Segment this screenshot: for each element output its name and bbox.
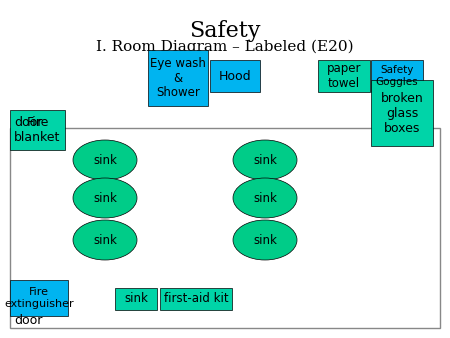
FancyBboxPatch shape: [371, 60, 423, 92]
Ellipse shape: [233, 140, 297, 180]
Text: sink: sink: [253, 234, 277, 246]
Text: paper
towel: paper towel: [327, 62, 361, 90]
FancyBboxPatch shape: [10, 110, 65, 150]
Text: broken
glass
boxes: broken glass boxes: [381, 92, 423, 135]
Text: Safety: Safety: [189, 20, 261, 42]
Text: sink: sink: [93, 234, 117, 246]
Text: door: door: [14, 116, 42, 128]
Ellipse shape: [233, 178, 297, 218]
Text: sink: sink: [93, 192, 117, 204]
FancyBboxPatch shape: [115, 288, 157, 310]
FancyBboxPatch shape: [160, 288, 232, 310]
Ellipse shape: [73, 178, 137, 218]
Text: Safety
Goggles: Safety Goggles: [376, 65, 419, 87]
Text: I. Room Diagram – Labeled (E20): I. Room Diagram – Labeled (E20): [96, 40, 354, 54]
Text: Eye wash
&
Shower: Eye wash & Shower: [150, 56, 206, 99]
Text: sink: sink: [253, 153, 277, 167]
Ellipse shape: [73, 220, 137, 260]
Text: Fire
blanket: Fire blanket: [14, 116, 61, 144]
FancyBboxPatch shape: [10, 280, 68, 316]
FancyBboxPatch shape: [10, 128, 440, 328]
FancyBboxPatch shape: [371, 80, 433, 146]
Text: sink: sink: [124, 292, 148, 306]
Text: Hood: Hood: [219, 70, 251, 82]
Text: sink: sink: [93, 153, 117, 167]
Text: sink: sink: [253, 192, 277, 204]
Text: Fire
extinguisher: Fire extinguisher: [4, 287, 74, 309]
Ellipse shape: [73, 140, 137, 180]
FancyBboxPatch shape: [148, 50, 208, 106]
Text: first-aid kit: first-aid kit: [164, 292, 228, 306]
FancyBboxPatch shape: [210, 60, 260, 92]
Text: door: door: [14, 314, 42, 327]
FancyBboxPatch shape: [318, 60, 370, 92]
Ellipse shape: [233, 220, 297, 260]
